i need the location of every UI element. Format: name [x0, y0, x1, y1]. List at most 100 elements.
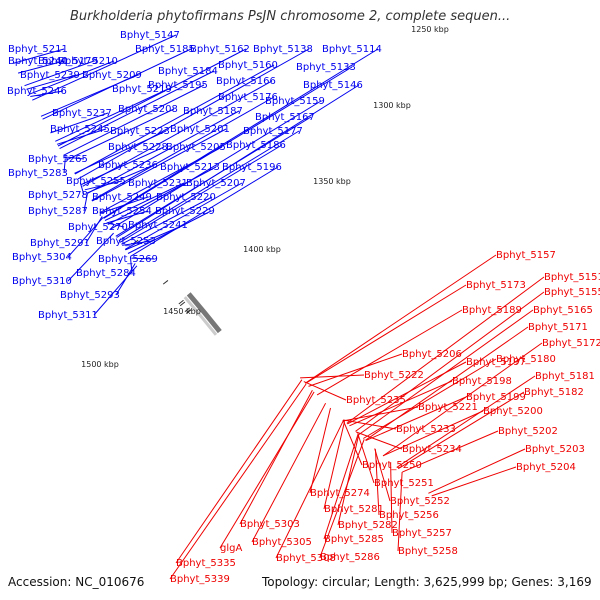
reverse-gene-label-leader: [337, 434, 360, 526]
forward-gene-label: Bphyt_5291: [30, 238, 90, 249]
reverse-gene-label-leader: [169, 383, 307, 580]
forward-gene-label: Bphyt_5196: [222, 162, 282, 173]
reverse-gene-label: Bphyt_5197: [466, 357, 526, 368]
forward-gene-label: Bphyt_5255: [66, 176, 126, 187]
reverse-gene-label: Bphyt_5335: [176, 558, 236, 569]
reverse-gene-label: Bphyt_5180: [496, 354, 556, 365]
forward-gene-label-leader: [64, 156, 85, 160]
forward-gene-label: Bphyt_5229: [155, 206, 215, 217]
reverse-gene-label-leader: [309, 407, 331, 494]
reverse-gene-label-leader: [347, 361, 467, 425]
forward-gene-label: Bphyt_5284: [76, 268, 136, 279]
forward-gene-label-leader: [81, 146, 165, 185]
forward-gene-label-leader: [79, 182, 85, 196]
forward-gene-label: Bphyt_5237: [52, 108, 112, 119]
reverse-gene-label: Bphyt_5202: [498, 426, 558, 437]
reverse-gene-label-leader: [356, 431, 403, 450]
tick-mark: [178, 299, 184, 305]
forward-gene-label: Bphyt_5245: [50, 124, 110, 135]
forward-gene-label-leader: [124, 182, 243, 250]
tick-mark: [186, 309, 192, 314]
accession-label: Accession: NC_010676: [8, 575, 145, 589]
forward-gene-label-leader: [127, 210, 212, 254]
reverse-gene-label-leader: [323, 421, 346, 510]
forward-gene-label-leader: [56, 128, 107, 145]
forward-gene-label-leader: [104, 182, 185, 221]
forward-gene-label: Bphyt_5223: [110, 126, 170, 137]
forward-gene-label: Bphyt_5187: [183, 106, 243, 117]
forward-gene-label-leader: [119, 144, 283, 243]
reverse-gene-label: Bphyt_5165: [533, 305, 593, 316]
forward-gene-label-leader: [103, 48, 379, 219]
forward-gene-label: Bphyt_5304: [12, 252, 72, 263]
reverse-gene-label-leader: [357, 433, 375, 484]
forward-gene-label-leader: [118, 130, 300, 242]
forward-gene-label: Bphyt_5160: [218, 60, 278, 71]
reverse-gene-label-leader: [374, 448, 391, 502]
reverse-gene-label-leader: [390, 462, 393, 534]
forward-gene-label: Bphyt_5176: [218, 92, 278, 103]
reverse-gene-label: Bphyt_5182: [524, 387, 584, 398]
forward-gene-label: Bphyt_5270: [68, 222, 128, 233]
forward-gene-label: Bphyt_5205: [166, 142, 226, 153]
reverse-gene-label: Bphyt_5251: [374, 478, 434, 489]
forward-gene-label-leader: [74, 130, 167, 174]
forward-gene-label-leader: [66, 108, 175, 161]
reverse-gene-label-leader: [374, 449, 380, 516]
forward-gene-label-leader: [122, 240, 153, 246]
forward-gene-label: Bphyt_5236: [98, 160, 158, 171]
forward-gene-label-leader: [129, 166, 279, 258]
reverse-gene-label: Bphyt_5204: [516, 462, 576, 473]
forward-gene-label-leader: [55, 88, 169, 142]
forward-gene-label: Bphyt_5287: [28, 206, 88, 217]
reverse-gene-label: Bphyt_5258: [398, 546, 458, 557]
reverse-gene-label: Bphyt_5256: [379, 510, 439, 521]
forward-gene-label: Bphyt_5162: [190, 44, 250, 55]
forward-gene-label-leader: [77, 48, 310, 180]
reverse-gene-label: Bphyt_5198: [452, 376, 512, 387]
forward-gene-label: Bphyt_5167: [255, 112, 315, 123]
reverse-gene-label: Bphyt_5281: [324, 504, 384, 515]
forward-gene-label: Bphyt_5228: [108, 142, 168, 153]
reverse-gene-label: Bphyt_5234: [402, 444, 462, 455]
reverse-gene-label-leader: [316, 309, 463, 396]
reverse-gene-label: Bphyt_5173: [466, 280, 526, 291]
forward-gene-label: Bphyt_5208: [118, 104, 178, 115]
forward-gene-label-leader: [106, 222, 125, 228]
tick-mark: [184, 307, 190, 313]
forward-gene-label: Bphyt_5278: [28, 190, 88, 201]
forward-gene-label-leader: [91, 128, 227, 202]
forward-gene-label: Bphyt_5185: [135, 44, 195, 55]
reverse-gene-label: Bphyt_5222: [364, 370, 424, 381]
forward-gene-label-leader: [30, 90, 64, 97]
forward-gene-label-leader: [125, 224, 185, 251]
reverse-gene-label-leader: [251, 402, 327, 543]
reverse-gene-label: Bphyt_5257: [392, 528, 452, 539]
tick-layer: 1250 kbp 1300 kbp 1350 kbp 1400 kbp 1450 kbp…: [81, 25, 449, 369]
forward-gene-label: Bphyt_5207: [186, 178, 246, 189]
reverse-gene-label: Bphyt_5308: [276, 553, 336, 564]
forward-gene-label-leader: [40, 74, 139, 117]
reverse-gene-label: Bphyt_5305: [252, 537, 312, 548]
reverse-gene-label-leader: [303, 381, 347, 401]
reverse-gene-label-leader: [275, 420, 344, 559]
tick-label: 1400 kbp: [243, 245, 281, 254]
forward-gene-label: Bphyt_5253: [96, 236, 156, 247]
reverse-gene-label: Bphyt_5157: [496, 250, 556, 261]
reverse-gene-label-leader: [396, 375, 536, 468]
backbone-ring: [186, 292, 222, 334]
reverse-gene-label-leader: [323, 433, 359, 540]
forward-gene-label-leader: [67, 217, 104, 258]
reverse-gene-label: Bphyt_5286: [320, 552, 380, 563]
reverse-gene-label-leader: [363, 358, 497, 439]
backbone-layer: [183, 292, 222, 336]
forward-gene-label-leader: [26, 74, 77, 90]
reverse-gene-label-leader: [397, 391, 525, 470]
reverse-gene-label: Bphyt_5206: [402, 349, 462, 360]
forward-gene-label-leader: [103, 66, 353, 219]
forward-gene-label-leader: [93, 265, 138, 316]
forward-gene-label: Bphyt_5249: [92, 192, 152, 203]
forward-gene-label: Bphyt_5219: [112, 84, 172, 95]
forward-gene-label: Bphyt_5159: [265, 96, 325, 107]
